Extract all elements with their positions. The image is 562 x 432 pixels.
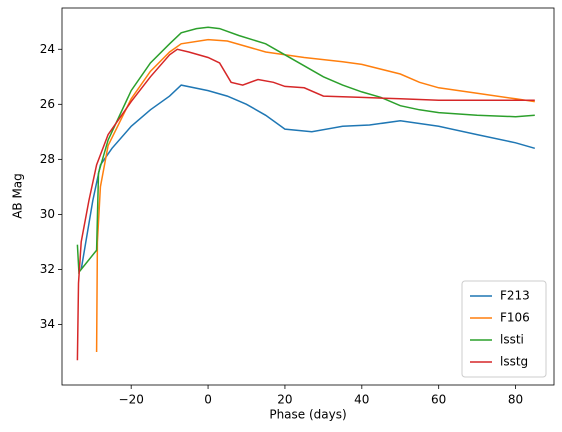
x-tick-label: 40 (354, 393, 369, 407)
line (76, 48, 535, 361)
legend-label: F213 (500, 289, 530, 303)
y-tick-label: 34 (40, 317, 55, 331)
line (76, 26, 535, 275)
x-tick-label: 0 (204, 393, 212, 407)
y-tick-label: 30 (40, 207, 55, 221)
x-tick-label: 20 (277, 393, 292, 407)
x-tick-label: 60 (431, 393, 446, 407)
x-tick-label: 80 (508, 393, 523, 407)
y-tick-label: 26 (40, 97, 55, 111)
x-axis-label: Phase (days) (269, 408, 346, 422)
y-tick-label: 24 (40, 42, 55, 56)
y-axis-label: AB Mag (11, 173, 25, 219)
axes-frame (61, 7, 555, 386)
legend (461, 280, 547, 378)
y-tick-label: 32 (40, 262, 55, 276)
legend-label: F106 (500, 311, 530, 325)
legend-label: lssti (500, 333, 524, 347)
plot-area (76, 26, 536, 361)
x-tick-label: −20 (119, 393, 144, 407)
y-tick-label: 28 (40, 152, 55, 166)
line (80, 84, 536, 270)
legend-label: lsstg (500, 355, 528, 369)
line (95, 38, 535, 353)
